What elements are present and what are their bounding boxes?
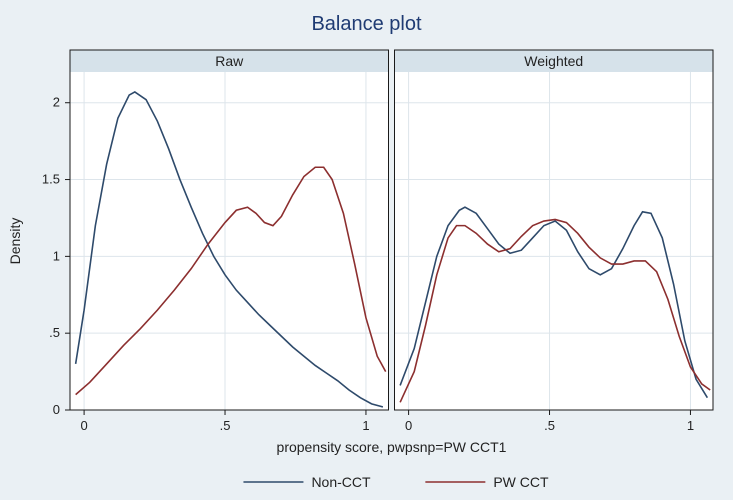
x-tick-label: 0	[405, 418, 412, 433]
y-tick-label: .5	[49, 325, 60, 340]
panel-plot-area	[70, 72, 389, 410]
x-axis-label: propensity score, pwpsnp=PW CCT1	[277, 439, 507, 455]
panel-strip-label: Raw	[215, 53, 244, 69]
x-tick-label: 0	[80, 418, 87, 433]
y-tick-label: 0	[53, 402, 60, 417]
panel-raw: Rawnon-cctpw-cct0.51	[70, 50, 389, 433]
panel-strip-label: Weighted	[524, 53, 583, 69]
x-tick-label: .5	[220, 418, 231, 433]
plot-title: Balance plot	[311, 13, 422, 35]
x-tick-label: 1	[362, 418, 369, 433]
legend-label: Non-CCT	[311, 474, 371, 490]
y-axis-label: Density	[7, 218, 23, 265]
x-tick-label: .5	[544, 418, 555, 433]
y-tick-label: 1.5	[42, 172, 60, 187]
y-tick-label: 1	[53, 248, 60, 263]
balance-plot-figure: Balance plotDensity0.511.52Rawnon-cctpw-…	[0, 0, 733, 500]
legend-label: PW CCT	[493, 474, 549, 490]
x-tick-label: 1	[687, 418, 694, 433]
panel-weighted: Weightednon-cctpw-cct0.51	[395, 50, 714, 433]
y-tick-label: 2	[53, 95, 60, 110]
